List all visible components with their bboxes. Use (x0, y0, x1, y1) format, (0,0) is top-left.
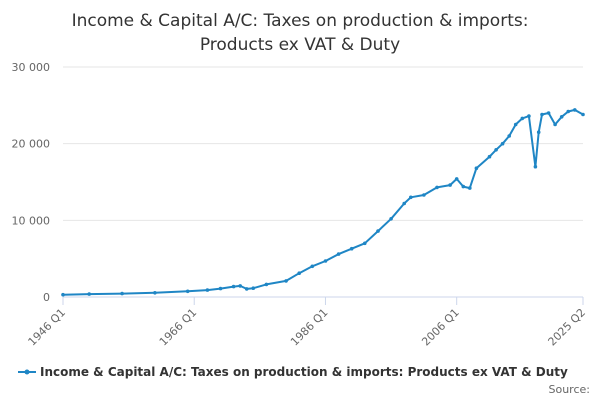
data-point (435, 185, 439, 190)
data-point (533, 164, 538, 169)
data-point (310, 264, 315, 269)
data-point (336, 252, 341, 256)
x-tick-label: 2006 Q1 (419, 306, 462, 349)
data-point (251, 286, 256, 291)
data-point (461, 184, 466, 189)
data-point (389, 217, 393, 221)
data-point (546, 111, 551, 115)
data-point (349, 246, 354, 251)
data-point (474, 166, 479, 170)
x-axis: 1946 Q1 1966 Q1 1986 Q1 2006 Q1 2025 Q2 (26, 297, 589, 349)
data-point (527, 114, 531, 118)
x-tick-label: 1966 Q1 (157, 306, 200, 349)
chart-title-line-2: Products ex VAT & Duty (200, 35, 400, 55)
data-point (448, 183, 452, 187)
y-axis: 0 10 000 20 000 30 000 (12, 61, 51, 304)
x-tick-label: 2025 Q2 (546, 306, 589, 349)
data-point (581, 112, 585, 117)
data-point (185, 289, 190, 294)
y-tick-label: 20 000 (12, 138, 51, 151)
data-point (264, 282, 269, 287)
y-tick-label: 30 000 (12, 61, 51, 74)
data-point (376, 229, 380, 233)
data-point (409, 195, 413, 200)
x-tick-label: 1986 Q1 (288, 306, 331, 349)
data-point (468, 186, 472, 190)
legend-point-marker (24, 369, 30, 375)
gridlines (63, 66, 583, 221)
data-point (553, 122, 557, 127)
y-tick-label: 0 (43, 291, 50, 304)
series-line (62, 108, 584, 296)
x-tick-label: 1946 Q1 (26, 306, 69, 349)
data-point (238, 284, 242, 288)
data-point (231, 284, 236, 289)
data-point (520, 116, 525, 121)
y-tick-label: 10 000 (12, 214, 51, 227)
data-point (540, 112, 544, 117)
data-point (218, 286, 223, 291)
source-label: Source: (549, 383, 591, 396)
data-point (494, 148, 498, 152)
data-point (284, 279, 288, 283)
series-group (61, 108, 585, 297)
data-point (559, 115, 564, 119)
legend[interactable]: Income & Capital A/C: Taxes on productio… (18, 365, 568, 379)
data-point (487, 154, 492, 159)
data-point (61, 292, 65, 297)
data-point (566, 109, 570, 114)
data-point (87, 292, 91, 296)
data-point (454, 177, 459, 181)
data-point (120, 291, 124, 296)
data-point (363, 241, 367, 246)
data-point (422, 193, 426, 197)
data-point (205, 288, 210, 292)
chart-title-line-1: Income & Capital A/C: Taxes on productio… (72, 11, 529, 31)
data-point (513, 122, 518, 127)
data-point (536, 130, 541, 134)
data-point (153, 291, 157, 295)
data-point (573, 108, 577, 112)
data-point (507, 134, 512, 138)
data-point (297, 271, 302, 276)
data-point (244, 287, 249, 291)
legend-label[interactable]: Income & Capital A/C: Taxes on productio… (40, 365, 568, 379)
data-point (500, 141, 505, 146)
data-point (402, 201, 407, 206)
data-point (323, 259, 328, 263)
